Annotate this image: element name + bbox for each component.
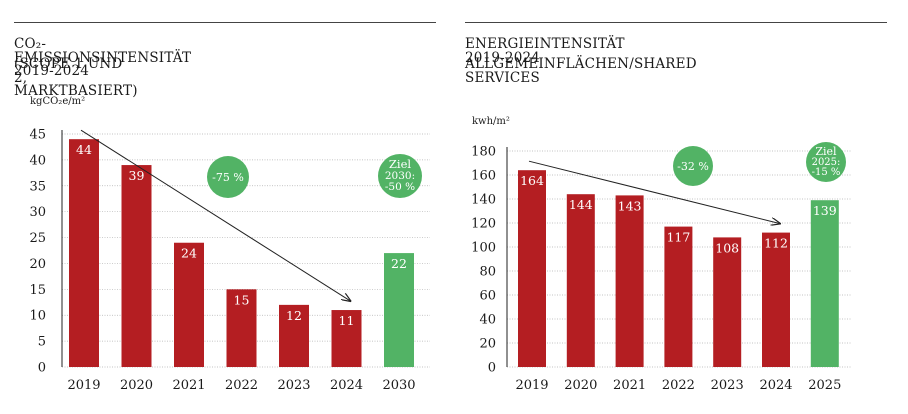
right-y-tick-label: 20: [479, 337, 496, 352]
left-target-badge-label: Ziel: [389, 157, 411, 171]
right-x-tick-label: 2021: [613, 378, 646, 393]
left-y-tick-label: 20: [29, 257, 46, 272]
left-y-axis-unit: kgCO₂e/m²: [30, 96, 86, 107]
right-target-badge-label: Ziel: [815, 145, 837, 158]
right-reduction-badge: [673, 146, 713, 186]
left-x-tick-label: 2022: [225, 378, 258, 393]
right-x-tick-label: 2024: [759, 378, 792, 393]
left-reduction-badge: [207, 156, 249, 198]
right-bar-2023: [713, 237, 742, 367]
right-y-tick-label: 100: [471, 241, 496, 256]
right-bar-value-label: 117: [666, 230, 690, 245]
left-x-tick-label: 2024: [330, 378, 363, 393]
left-bar-2021: [174, 242, 204, 367]
left-y-tick-label: 25: [29, 231, 46, 246]
right-y-tick-label: 60: [479, 289, 496, 304]
left-bar-value-label: 11: [339, 313, 355, 328]
left-bar-value-label: 44: [76, 142, 92, 157]
left-reduction-badge-label: -75 %: [212, 171, 244, 184]
right-target-badge-label: -15 %: [812, 167, 841, 178]
left-target-badge: [378, 154, 422, 198]
left-y-tick-label: 10: [29, 309, 46, 324]
right-bar-2025: [810, 200, 839, 367]
right-y-tick-label: 80: [479, 265, 496, 280]
right-bar-2022: [664, 226, 693, 367]
right-bar-value-label: 108: [715, 240, 739, 255]
right-chart-subtitle: ALLGEMEINFLÄCHEN/SHARED SERVICES: [465, 56, 697, 86]
right-y-axis-unit: kwh/m²: [472, 116, 510, 127]
right-bar-value-label: 112: [764, 236, 788, 251]
left-x-tick-label: 2030: [382, 378, 415, 393]
left-bar-2019: [69, 139, 99, 367]
right-bar-value-label: 139: [813, 203, 837, 218]
left-target-badge-label: 2030:: [385, 170, 415, 182]
left-bar-value-label: 12: [286, 308, 302, 323]
right-x-tick-label: 2022: [662, 378, 695, 393]
left-y-tick-label: 35: [29, 179, 46, 194]
left-bar-value-label: 22: [391, 256, 407, 271]
left-x-tick-label: 2021: [172, 378, 205, 393]
right-x-tick-label: 2023: [711, 378, 744, 393]
left-bar-value-label: 39: [129, 168, 145, 183]
left-trend-arrow: [80, 129, 351, 301]
right-chart-title: ENERGIEINTENSITÄT 2019-2024: [465, 36, 625, 66]
left-y-tick-label: 40: [29, 153, 46, 168]
right-reduction-badge-label: -32 %: [677, 160, 709, 173]
left-y-tick-label: 30: [29, 205, 46, 220]
left-y-tick-label: 15: [29, 283, 46, 298]
left-chart-title: CO₂-EMISSIONSINTENSITÄT 2019-2024: [14, 36, 192, 79]
right-y-tick-label: 0: [488, 361, 496, 376]
left-y-tick-label: 0: [38, 361, 46, 376]
left-bar-value-label: 24: [181, 246, 197, 261]
left-x-tick-label: 2020: [120, 378, 153, 393]
right-bar-2024: [762, 232, 790, 367]
right-top-rule: [465, 22, 887, 23]
right-bar-value-label: 164: [520, 173, 544, 188]
right-x-tick-label: 2020: [564, 378, 597, 393]
right-bar-value-label: 143: [618, 198, 642, 213]
right-target-badge-label: 2025:: [812, 157, 841, 168]
left-bar-2023: [279, 304, 309, 367]
right-target-badge: [806, 142, 846, 182]
right-y-tick-label: 180: [471, 145, 496, 160]
left-x-tick-label: 2023: [277, 378, 310, 393]
left-y-tick-label: 45: [29, 128, 46, 143]
right-x-tick-label: 2019: [515, 378, 548, 393]
right-y-tick-label: 140: [471, 193, 496, 208]
right-bar-2019: [518, 170, 546, 367]
right-x-tick-label: 2025: [808, 378, 841, 393]
left-top-rule: [14, 22, 436, 23]
right-y-tick-label: 160: [471, 169, 496, 184]
right-bar-value-label: 144: [569, 197, 593, 212]
right-bar-2021: [615, 195, 644, 367]
left-x-tick-label: 2019: [67, 378, 100, 393]
left-target-badge-label: -50 %: [385, 181, 415, 193]
right-y-tick-label: 120: [471, 217, 496, 232]
right-bar-2020: [566, 194, 595, 367]
left-bar-2022: [226, 289, 257, 367]
left-bar-2030: [384, 253, 414, 367]
left-bar-2024: [331, 310, 362, 367]
right-trend-arrow: [528, 160, 780, 223]
left-bar-2020: [121, 165, 152, 367]
right-y-tick-label: 40: [479, 313, 496, 328]
left-y-tick-label: 5: [38, 335, 46, 350]
left-bar-value-label: 15: [234, 292, 250, 307]
left-chart-subtitle: (SCOPE 1 UND 2, MARKTBASIERT): [14, 56, 138, 99]
